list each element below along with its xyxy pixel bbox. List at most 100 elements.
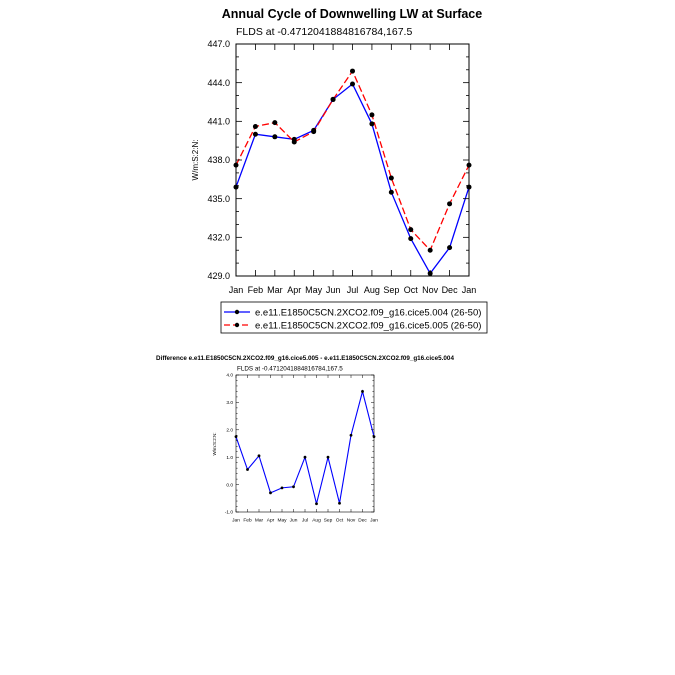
series-2-point <box>350 68 355 74</box>
series-1-point <box>233 184 239 190</box>
annual-cycle-chart: Annual Cycle of Downwelling LW at Surfac… <box>191 7 482 295</box>
y-tick-label: 432.0 <box>207 232 230 242</box>
legend-series-2-marker <box>234 322 240 328</box>
series-1-point <box>338 501 341 505</box>
series-group <box>233 68 472 276</box>
x-tick-label: May <box>277 518 287 524</box>
x-tick-label: Oct <box>336 518 344 524</box>
series-1-point <box>272 134 278 140</box>
difference-chart: Difference e.e11.E1850C5CN.2XCO2.f09_g16… <box>156 355 454 524</box>
y-tick-label: 444.0 <box>207 78 230 88</box>
y-tick-label: 447.0 <box>207 39 230 49</box>
y-axis-label: W/m:S:2:N: <box>191 140 200 181</box>
difference-plot-area <box>235 374 375 513</box>
x-tick-label: Jan <box>229 285 244 295</box>
series-1-line <box>235 389 375 504</box>
x-tick-label: Nov <box>347 518 356 524</box>
x-tick-label: Mar <box>255 518 264 524</box>
series-1-point <box>466 184 472 190</box>
series-1-point <box>372 435 376 439</box>
x-tick-label: Jul <box>347 285 359 295</box>
series-2-point <box>330 96 336 102</box>
series-2-point <box>311 129 317 135</box>
series-1-point <box>246 468 249 471</box>
y-tick-label: 435.0 <box>207 194 230 204</box>
series-1-point <box>252 131 258 137</box>
series-2-line <box>235 69 470 252</box>
y-axis-ticks: 429.0 432.0 435.0 438.0 441.0 444.0 447.0 <box>207 39 469 281</box>
difference-x-axis-ticks: Jan Feb Mar Apr May Jun Jul Aug Sep Oct Nov Dec Jan <box>232 375 378 524</box>
series-1-line <box>235 82 470 275</box>
series-1-point <box>388 189 394 195</box>
y-tick-label: 429.0 <box>207 271 230 281</box>
x-tick-label: Apr <box>267 518 275 524</box>
difference-y-axis-ticks: -1.0 0.0 1.0 2.0 3.0 4.0 <box>225 373 374 516</box>
y-tick-label: 438.0 <box>207 155 230 165</box>
series-2-point <box>388 175 394 181</box>
series-1-point <box>269 491 272 495</box>
x-tick-label: Jan <box>462 285 477 295</box>
difference-series-group <box>234 389 376 506</box>
legend-box <box>220 301 488 334</box>
series-1-point <box>447 245 453 251</box>
x-tick-label: May <box>305 285 323 295</box>
x-tick-label: Jul <box>302 518 308 524</box>
series-2-point <box>369 112 375 118</box>
chart-title: Annual Cycle of Downwelling LW at Surfac… <box>222 7 482 21</box>
x-tick-label: Jan <box>232 518 240 524</box>
x-tick-label: Jun <box>326 285 341 295</box>
series-1-point <box>408 236 414 242</box>
series-1-point <box>326 455 330 459</box>
x-tick-label: Feb <box>243 518 252 524</box>
y-tick-label: 0.0 <box>226 482 233 488</box>
series-2-point <box>233 162 239 168</box>
x-tick-label: Nov <box>422 285 439 295</box>
y-tick-label: 1.0 <box>226 455 233 461</box>
series-1-point <box>292 485 295 489</box>
x-tick-label: Sep <box>383 285 399 295</box>
legend-series-1-label: e.e11.E1850C5CN.2XCO2.f09_g16.cice5.004 … <box>255 308 481 319</box>
legend-series-2-label: e.e11.E1850C5CN.2XCO2.f09_g16.cice5.005 … <box>255 321 481 332</box>
x-tick-label: Mar <box>267 285 283 295</box>
y-tick-label: 4.0 <box>226 373 233 379</box>
difference-chart-title: Difference e.e11.E1850C5CN.2XCO2.f09_g16… <box>156 355 454 362</box>
series-1-point <box>280 486 284 490</box>
legend: e.e11.E1850C5CN.2XCO2.f09_g16.cice5.004 … <box>220 301 488 334</box>
difference-y-axis-label: W/m:S:2:N: <box>212 432 217 455</box>
series-2-point <box>466 162 472 168</box>
x-tick-label: Oct <box>404 285 419 295</box>
series-1-point <box>349 433 353 437</box>
series-2-point <box>408 227 414 233</box>
x-tick-label: Jan <box>370 518 378 524</box>
x-tick-label: Aug <box>312 518 321 524</box>
x-axis-ticks: Jan Feb Mar Apr May Jun Jul Aug Sep Oct Nov Dec Jan <box>229 44 477 295</box>
series-1-point <box>257 454 261 458</box>
series-2-point <box>427 247 433 253</box>
y-tick-label: 441.0 <box>207 116 230 126</box>
y-tick-label: 2.0 <box>226 427 233 433</box>
series-1-point <box>303 455 307 459</box>
plot-frame <box>235 374 375 513</box>
chart-subtitle: FLDS at -0.4712041884816784,167.5 <box>236 26 412 38</box>
x-tick-label: Feb <box>248 285 264 295</box>
x-tick-label: Dec <box>358 518 367 524</box>
series-2-point <box>252 123 258 129</box>
legend-series-1-marker <box>234 309 240 315</box>
series-1-point <box>315 502 318 506</box>
y-tick-label: 3.0 <box>226 400 233 406</box>
x-tick-label: Aug <box>364 285 380 295</box>
x-tick-label: Dec <box>442 285 459 295</box>
series-1-point <box>234 435 238 439</box>
series-1-point <box>369 121 375 127</box>
series-2-point <box>447 201 453 207</box>
series-2-point <box>272 120 278 126</box>
x-tick-label: Sep <box>324 518 333 524</box>
x-tick-label: Apr <box>287 285 301 295</box>
series-1-point <box>361 390 364 393</box>
series-2-point <box>291 139 297 145</box>
x-tick-label: Jun <box>290 518 298 524</box>
difference-chart-subtitle: FLDS at -0.4712041884816784,167.5 <box>237 366 343 373</box>
series-1-point <box>350 81 355 87</box>
y-tick-label: -1.0 <box>225 510 234 516</box>
